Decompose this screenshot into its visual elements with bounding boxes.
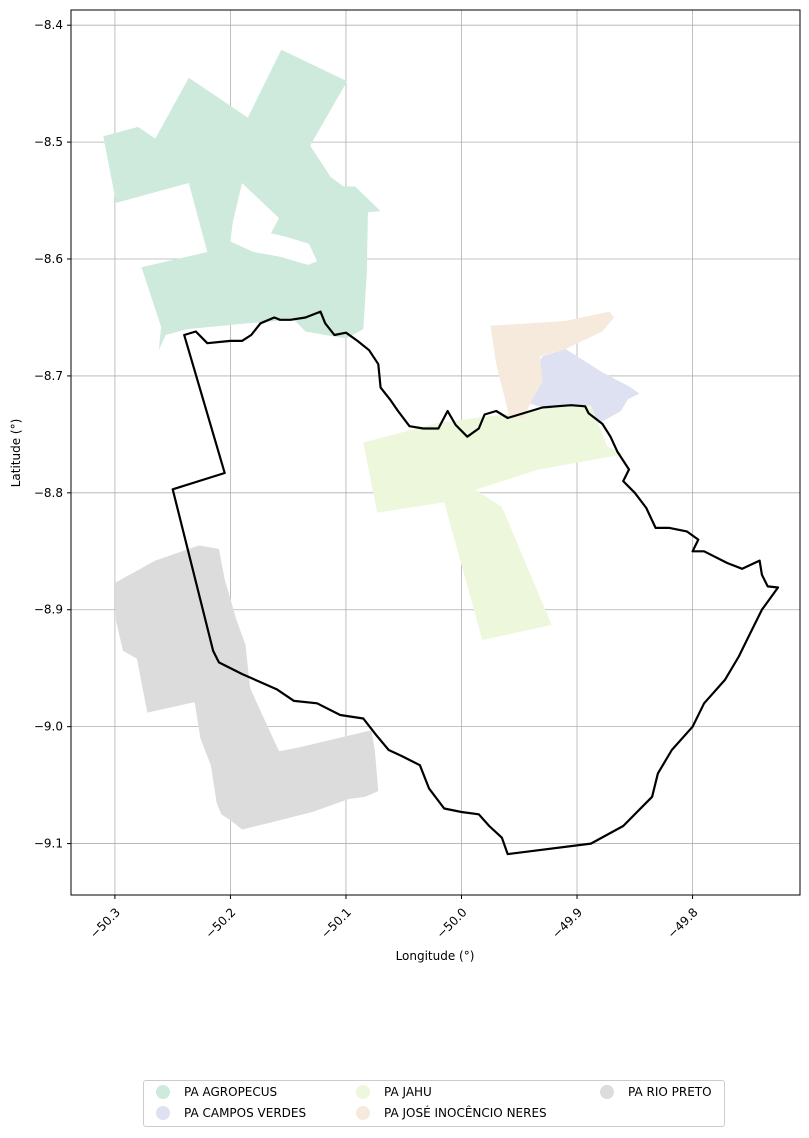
legend-item-jahu: PA JAHU — [356, 1085, 432, 1099]
y-tick-label: −8.5 — [34, 135, 63, 149]
legend-marker — [600, 1085, 614, 1099]
x-tick-label: −49.9 — [549, 905, 585, 941]
region-pa-jose-inocencio-neres — [490, 311, 614, 420]
legend: PA AGROPECUS PA CAMPOS VERDES PA JAHU PA… — [143, 1080, 725, 1127]
x-axis-label: Longitude (°) — [396, 949, 475, 963]
legend-item-rio-preto: PA RIO PRETO — [600, 1085, 712, 1099]
legend-item-agropecus: PA AGROPECUS — [156, 1085, 277, 1099]
x-tick-label: −50.3 — [87, 905, 123, 941]
region-pa-jahu — [363, 405, 624, 641]
legend-marker — [156, 1085, 170, 1099]
y-tick-label: −8.6 — [34, 252, 63, 266]
legend-item-campos-verdes: PA CAMPOS VERDES — [156, 1106, 306, 1120]
boundary-outline — [171, 310, 780, 856]
region-pa-agropecus-gap — [230, 183, 318, 265]
x-tick-label: −49.8 — [665, 905, 701, 941]
y-tick-label: −9.1 — [34, 837, 63, 851]
plot-frame — [70, 9, 801, 896]
settlement-regions — [103, 49, 640, 830]
x-tick-label: −50.0 — [434, 905, 470, 941]
legend-marker — [356, 1106, 370, 1120]
legend-label: PA JAHU — [384, 1085, 432, 1099]
legend-marker — [156, 1106, 170, 1120]
y-tick-label: −8.4 — [34, 18, 63, 32]
x-tick-label: −50.1 — [318, 905, 354, 941]
y-tick-label: −9.0 — [34, 720, 63, 734]
municipality-boundary — [171, 310, 780, 856]
y-tick-label: −8.9 — [34, 603, 63, 617]
legend-item-jose-inocencio-neres: PA JOSÉ INOCÊNCIO NERES — [356, 1106, 547, 1120]
y-tick-label: −8.7 — [34, 369, 63, 383]
legend-label: PA CAMPOS VERDES — [184, 1106, 307, 1120]
region-pa-rio-preto — [114, 545, 379, 830]
x-tick-label: −50.2 — [203, 905, 239, 941]
y-tick-label: −8.8 — [34, 486, 63, 500]
legend-label: PA RIO PRETO — [628, 1085, 712, 1099]
y-axis-label: Latitude (°) — [9, 419, 23, 488]
legend-label: PA JOSÉ INOCÊNCIO NERES — [384, 1106, 547, 1120]
legend-marker — [356, 1085, 370, 1099]
legend-label: PA AGROPECUS — [184, 1085, 278, 1099]
